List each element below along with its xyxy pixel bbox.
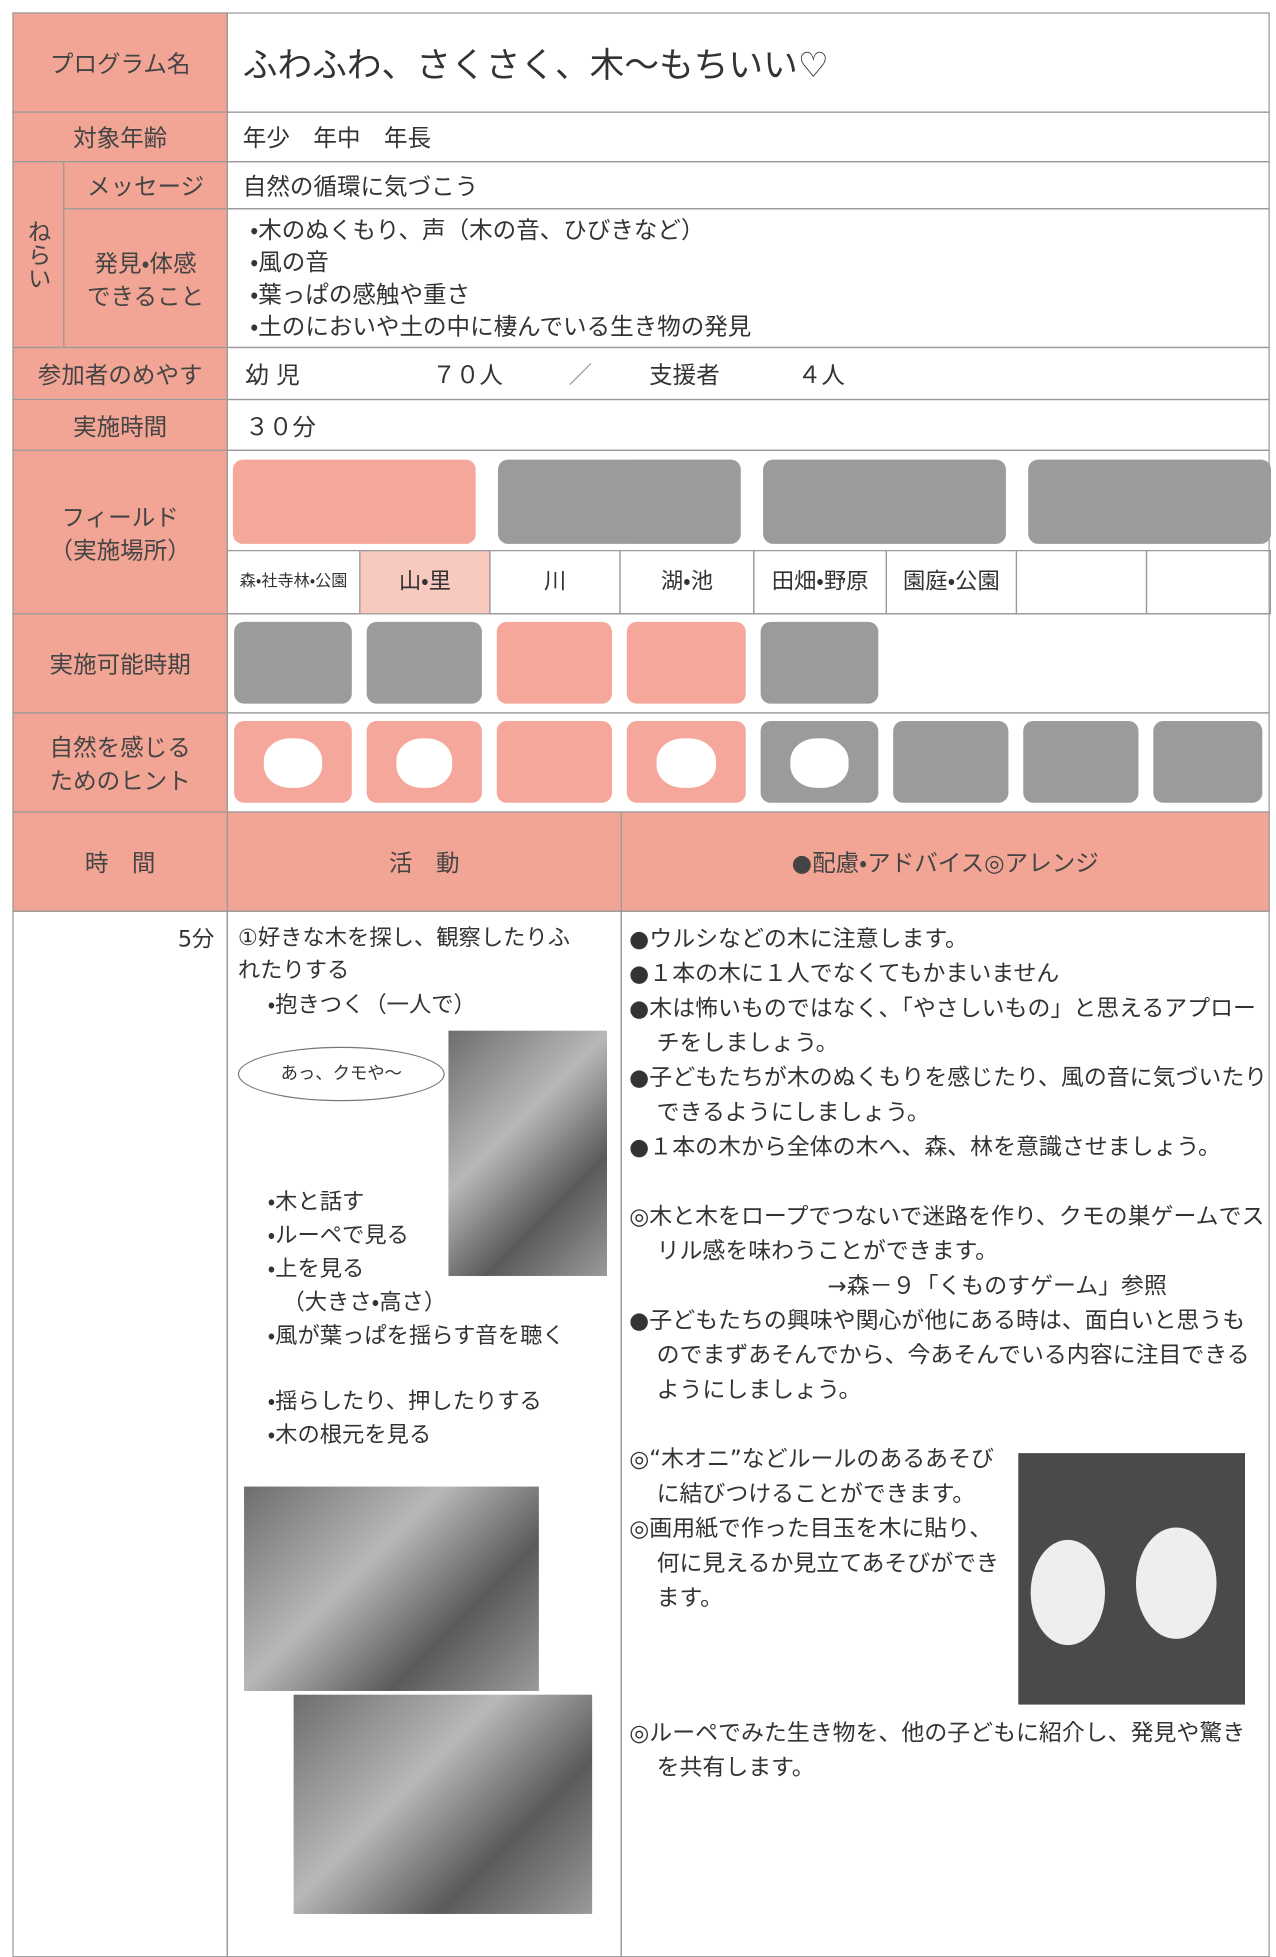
text: ４人 [797, 361, 845, 389]
photo [293, 1694, 593, 1914]
text: （実施場所） [49, 537, 191, 565]
item: ・上を見る [267, 1256, 365, 1283]
value-row: 幼 児 ７０人 ／ 支援者 ４人 [226, 346, 1270, 401]
label: 対象年齢 [12, 111, 228, 163]
label: プログラム名 [12, 12, 228, 113]
item: →森－９「くものすゲーム」参照 [827, 1273, 1167, 1300]
item: ・木と話す [267, 1189, 365, 1216]
field-icon [763, 459, 1006, 544]
eye [1135, 1527, 1217, 1639]
text: ７０人 [432, 361, 503, 389]
item: ●木は怖いものではなく、「やさしいもの」と思えるアプローチをしましょう。 [629, 995, 1256, 1057]
item: （大きさ・高さ） [282, 1289, 447, 1316]
hint-icon [893, 720, 1009, 803]
label: 発見・体感できること [63, 208, 228, 349]
place: 園庭・公園 [885, 550, 1018, 615]
photo [244, 1486, 539, 1691]
face [396, 738, 453, 788]
label: ねらい [12, 161, 65, 349]
item: ①好きな木を探し、観察したりふれたりする [237, 925, 571, 984]
place: 川 [489, 550, 621, 615]
field-icon [497, 459, 741, 544]
item: ・抱きつく（一人で） [267, 992, 476, 1019]
label: 自然を感じる ためのヒント [12, 712, 228, 813]
season-icon [760, 621, 879, 704]
item: ●ウルシなどの木に注意します。 [629, 926, 968, 953]
item: ◎ルーペでみた生き物を、他の子どもに紹介し、発見や驚きを共有します。 [629, 1720, 1246, 1782]
time: 5分 [12, 910, 228, 1957]
season-icon [496, 621, 612, 704]
label: 参加者のめやす [12, 346, 228, 401]
season-icon [626, 621, 746, 704]
item: ●子どもたちが木のぬくもりを感じたり、風の音に気づいたりできるようにしましょう。 [629, 1065, 1268, 1127]
label: メッセージ [63, 161, 228, 210]
text: できること [86, 283, 205, 311]
hint-icon [1153, 720, 1263, 803]
hint-icon [496, 720, 612, 803]
item: ・葉っぱの感触や重さ [250, 280, 471, 308]
text: 発見・体感 [94, 249, 197, 277]
eye [1030, 1539, 1106, 1646]
item: ●子どもたちの興味や関心が他にある時は、面白いと思うものでまずあそんでから、今あ… [629, 1308, 1250, 1404]
place: 山・里 [359, 550, 491, 615]
item: ・風が葉っぱを揺らす音を聴く [267, 1323, 565, 1350]
place [1145, 550, 1272, 615]
photo [448, 1030, 608, 1276]
photo [1018, 1453, 1245, 1705]
item: ●１本の木に１人でなくてもかまいません [629, 961, 1060, 988]
value: ３０分 [226, 398, 1270, 451]
place: 田畑・野原 [753, 550, 887, 615]
value: 年少 年中 年長 [226, 111, 1270, 163]
item: ・木の根元を見る [267, 1422, 432, 1449]
face [656, 738, 717, 788]
text: 幼 児 [245, 361, 300, 389]
season-icon [366, 621, 482, 704]
item: ・ルーペで見る [267, 1222, 409, 1249]
item: ◎木と木をロープでつないで迷路を作り、クモの巣ゲームでスリル感を味わうことができ… [629, 1204, 1265, 1265]
item: ◎画用紙で作った目玉を木に貼り、何に見えるか見立てあそびができます。 [629, 1516, 999, 1612]
place: 森・社寺林・公園 [226, 550, 361, 615]
item: ◎“木オニ”などルールのあるあそびに結びつけることができます。 [629, 1446, 994, 1508]
season-icon [234, 621, 352, 704]
field-icon [232, 459, 476, 544]
program-title: ふわふわ、さくさく、木〜もちいい♡ [226, 12, 1270, 113]
field-icon [1028, 459, 1272, 544]
advice: ●ウルシなどの木に注意します。 ●１本の木に１人でなくてもかまいません ●木は怖… [629, 923, 1267, 1786]
speech-bubble: あっ、クモや〜 [237, 1046, 445, 1102]
face [263, 738, 323, 788]
table-header: ●配慮・アドバイス◎アレンジ [620, 811, 1270, 912]
label: 実施可能時期 [12, 613, 228, 714]
hint-icon [1023, 720, 1139, 803]
face [790, 738, 849, 788]
text: ／ [568, 361, 593, 389]
list: ・木のぬくもり、声（木の音、ひびきなど） ・風の音・葉っぱの感触や重さ・土のにおい… [226, 208, 1270, 349]
place [1015, 550, 1148, 615]
place: 湖・池 [619, 550, 755, 615]
text: 自然を感じる [49, 733, 191, 762]
item: ●１本の木から全体の木へ、森、林を意識させましょう。 [629, 1134, 1221, 1161]
item: ・土のにおいや土の中に棲んでいる生き物の発見 [250, 312, 752, 341]
item: ・揺らしたり、押したりする [267, 1388, 542, 1415]
item: ・風の音 [250, 248, 329, 276]
label: フィールド （実施場所） [12, 449, 228, 615]
value: 自然の循環に気づこう [226, 161, 1270, 210]
text: ためのヒント [49, 767, 191, 795]
table-header: 活 動 [226, 811, 622, 912]
text: 支援者 [649, 361, 720, 389]
text: フィールド [61, 503, 179, 531]
table-header: 時 間 [12, 811, 228, 912]
label: 実施時間 [12, 398, 228, 451]
item: ・木のぬくもり、声（木の音、ひびきなど） [250, 216, 705, 244]
